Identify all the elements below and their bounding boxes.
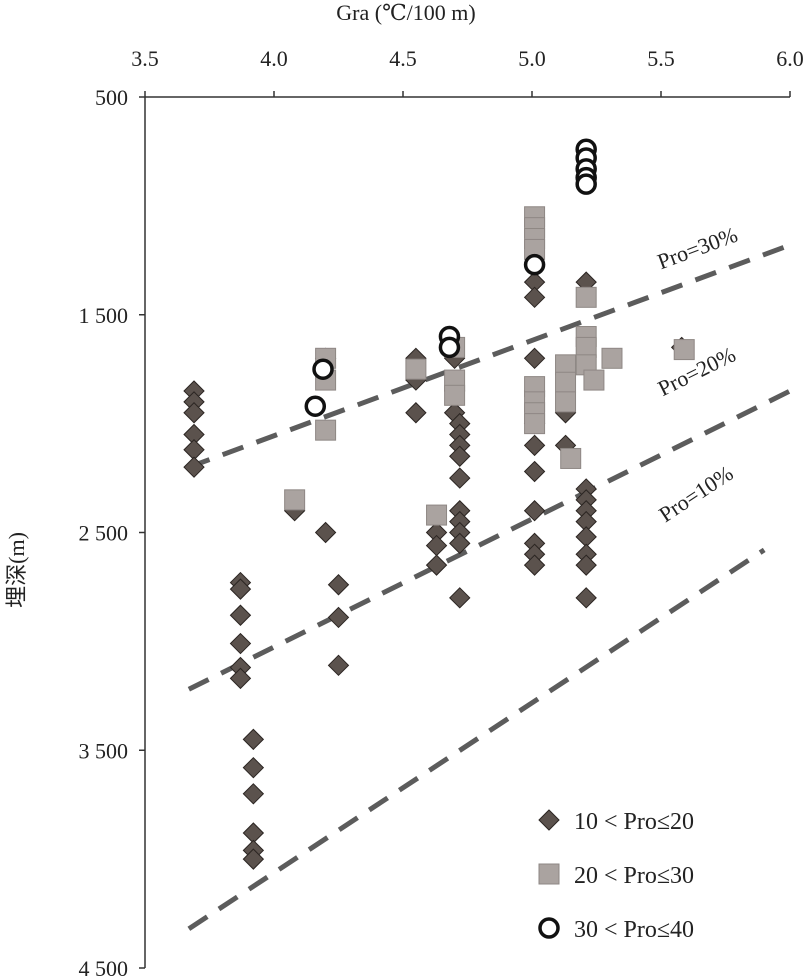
reference-line-label: Pro=30% [654, 222, 741, 274]
legend: 10 < Pro≤20 20 < Pro≤30 30 < Pro≤40 [538, 809, 694, 943]
circle-point [312, 358, 334, 380]
square-point [405, 358, 427, 380]
x-tick-label: 3.5 [131, 46, 159, 71]
legend-circle-icon [538, 917, 560, 939]
legend-diamond-icon [538, 809, 560, 831]
diamond-point [327, 606, 350, 629]
reference-line-label: Pro=10% [654, 460, 737, 527]
square-point [426, 504, 448, 526]
diamond-point [449, 587, 471, 609]
x-ticks: 3.5 4.0 4.5 5.0 5.5 6.0 [131, 46, 804, 97]
diamond-point [425, 534, 448, 557]
x-tick-label: 4.5 [389, 46, 417, 71]
diamond-point [523, 460, 546, 483]
diamond-point [229, 632, 252, 655]
diamond-point [449, 532, 471, 555]
square-point [555, 391, 577, 413]
square-point [560, 447, 582, 469]
square-point [673, 339, 695, 361]
x-tick-label: 6.0 [776, 46, 804, 71]
diamond-point [327, 574, 350, 596]
diamond-point [405, 402, 427, 424]
diamond-point [425, 554, 448, 576]
x-tick-label: 5.0 [518, 46, 546, 71]
diamond-point [242, 848, 265, 870]
square-point [284, 489, 306, 511]
diamond-point [183, 456, 205, 478]
diamond-point [327, 654, 350, 677]
legend-label: 20 < Pro≤30 [574, 863, 694, 889]
legend-label: 30 < Pro≤40 [574, 917, 694, 943]
diamond-point [183, 402, 205, 424]
diamond-point [575, 554, 597, 576]
diamond-point [449, 467, 471, 489]
y-tick-label: 1 500 [79, 303, 129, 328]
diamond-point [314, 521, 337, 544]
diamond-point [242, 756, 265, 779]
x-tick-label: 5.5 [647, 46, 675, 71]
y-tick-label: 2 500 [79, 521, 129, 546]
diamond-point [229, 667, 252, 690]
x-axis-title: Gra (℃/100 m) [336, 0, 475, 25]
data-points [183, 138, 695, 870]
diamond-point [229, 578, 252, 600]
square-point [524, 413, 546, 435]
diamond-point [523, 434, 546, 457]
diamond-point [449, 445, 471, 467]
y-ticks: 500 1 500 2 500 3 500 4 500 [79, 85, 145, 980]
circle-point [575, 173, 597, 195]
legend-label: 10 < Pro≤20 [574, 809, 694, 835]
square-point [315, 419, 337, 441]
diamond-point [523, 500, 546, 522]
circle-point [304, 395, 327, 417]
reference-line-label: Pro=20% [654, 342, 740, 401]
y-tick-label: 4 500 [79, 956, 129, 980]
square-point [601, 347, 623, 369]
x-tick-label: 4.0 [260, 46, 288, 71]
diamond-point [242, 728, 265, 751]
y-tick-label: 500 [95, 85, 128, 110]
diamond-point [229, 604, 252, 626]
diamond-point [523, 554, 546, 576]
diamond-point [523, 347, 546, 370]
y-tick-label: 3 500 [79, 738, 129, 763]
square-point [575, 286, 597, 308]
reference-line [187, 547, 766, 931]
diamond-point [523, 286, 546, 309]
reference-lines: Pro=30% Pro=20% Pro=10% [187, 222, 792, 931]
diamond-point [242, 783, 265, 805]
diamond-point [575, 587, 597, 609]
y-axis-title: 埋深(m) [4, 532, 29, 608]
square-point [583, 369, 605, 391]
legend-square-icon [538, 863, 560, 885]
reference-line [187, 388, 792, 692]
circle-point [438, 336, 461, 359]
square-point [444, 384, 466, 406]
square-point [555, 371, 577, 393]
circle-point [523, 253, 546, 276]
